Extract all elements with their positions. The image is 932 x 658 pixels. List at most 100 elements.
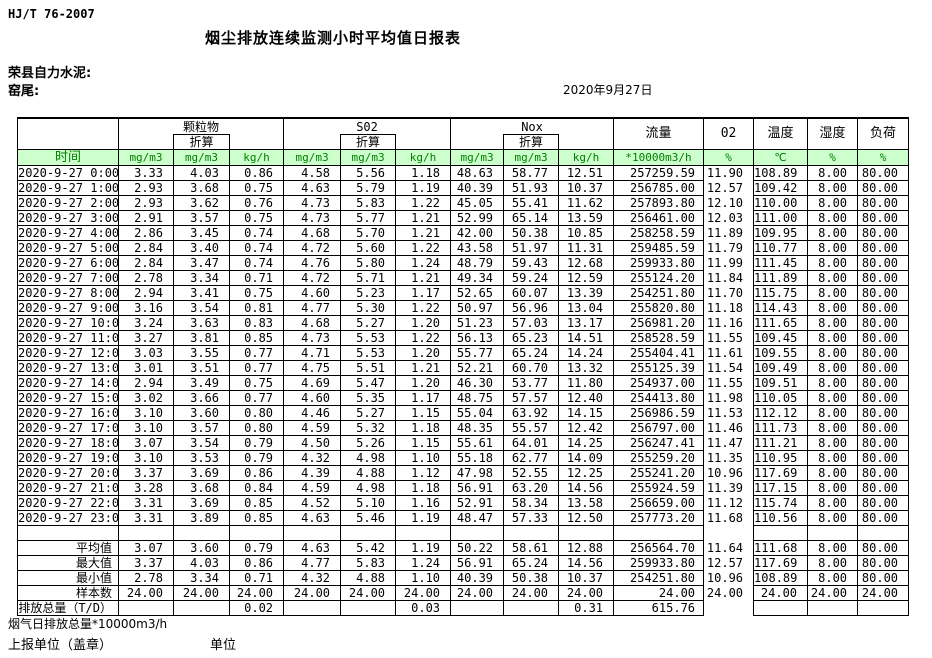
value-cell: 2.91 bbox=[118, 210, 174, 226]
value-cell: 65.24 bbox=[503, 555, 560, 571]
value-cell: 80.00 bbox=[857, 285, 910, 301]
value-cell: 4.75 bbox=[283, 360, 342, 376]
value-cell: 24.00 bbox=[558, 585, 615, 601]
data-row: 2020-9-27 11:00 3.27 3.81 0.85 4.73 5.53 1.22 5… bbox=[17, 330, 910, 346]
value-cell: 4.50 bbox=[283, 435, 342, 451]
value-cell: 117.69 bbox=[753, 555, 809, 571]
data-row: 2020-9-27 6:00 2.84 3.47 0.74 4.76 5.80 1.24 48… bbox=[17, 255, 910, 271]
value-cell: 13.32 bbox=[558, 360, 615, 376]
unit-header-cell: % bbox=[807, 149, 859, 166]
value-cell: 2.78 bbox=[118, 270, 174, 286]
value-cell: 8.00 bbox=[807, 255, 859, 271]
value-cell: 11.46 bbox=[703, 420, 755, 436]
value-cell: 50.38 bbox=[503, 570, 560, 586]
value-cell: 3.40 bbox=[173, 240, 230, 256]
value-cell: 3.03 bbox=[118, 345, 174, 361]
value-cell: 108.89 bbox=[753, 570, 809, 586]
value-cell: 80.00 bbox=[857, 300, 910, 316]
value-cell: 4.73 bbox=[283, 195, 342, 211]
value-cell: 114.43 bbox=[753, 300, 809, 316]
value-cell: 8.00 bbox=[807, 225, 859, 241]
value-cell: 24.00 bbox=[503, 585, 560, 601]
value-cell bbox=[173, 600, 230, 616]
value-cell: 8.00 bbox=[807, 195, 859, 211]
value-cell: 8.00 bbox=[807, 360, 859, 376]
data-row: 2020-9-27 13:00 3.01 3.51 0.77 4.75 5.51 1.21 5… bbox=[17, 360, 910, 376]
value-cell: 55.57 bbox=[503, 420, 560, 436]
value-cell: 3.63 bbox=[173, 315, 230, 331]
value-cell: 254251.80 bbox=[613, 285, 705, 301]
value-cell: 0.74 bbox=[228, 225, 285, 241]
value-cell: 0.77 bbox=[228, 345, 285, 361]
value-cell: 3.02 bbox=[118, 390, 174, 406]
value-cell: 254937.00 bbox=[613, 375, 705, 391]
value-cell: 12.42 bbox=[558, 420, 615, 436]
value-cell: 50.97 bbox=[450, 300, 505, 316]
value-cell: 4.60 bbox=[283, 285, 342, 301]
value-cell: 4.88 bbox=[340, 570, 397, 586]
unit-header-cell: ℃ bbox=[753, 149, 809, 166]
header-group-row: 颗粒物 S02 Nox 流量 02 温度 湿度 负荷 bbox=[17, 117, 910, 150]
value-cell: 1.21 bbox=[395, 360, 452, 376]
report-table: 颗粒物 S02 Nox 流量 02 温度 湿度 负荷 折算 折算 折算 时间 m… bbox=[17, 117, 910, 616]
value-cell: 109.42 bbox=[753, 180, 809, 196]
summary-row: 最小值 2.78 3.34 0.71 4.32 4.88 1.10 40.39 50.38 10.… bbox=[17, 570, 910, 586]
value-cell bbox=[450, 600, 505, 616]
unit-header-cell: mg/m3 bbox=[450, 149, 505, 166]
daily-total-label-text: 日排放总量（T/D） bbox=[18, 601, 113, 615]
value-cell: 12.57 bbox=[703, 555, 755, 571]
time-cell: 2020-9-27 7:00 bbox=[17, 270, 119, 286]
value-cell: 11.90 bbox=[703, 165, 755, 181]
value-cell: 8.00 bbox=[807, 210, 859, 226]
value-cell: 10.96 bbox=[703, 570, 755, 586]
time-cell: 2020-9-27 1:00 bbox=[17, 180, 119, 196]
value-cell: 4.63 bbox=[283, 510, 342, 526]
value-cell bbox=[503, 600, 560, 616]
converted-label: 折算 bbox=[340, 134, 397, 150]
value-cell: 2.84 bbox=[118, 240, 174, 256]
value-cell: 12.10 bbox=[703, 195, 755, 211]
data-row: 2020-9-27 19:00 3.10 3.53 0.79 4.32 4.98 1.10 5… bbox=[17, 450, 910, 466]
value-cell: 52.99 bbox=[450, 210, 505, 226]
value-cell: 11.64 bbox=[703, 540, 755, 556]
value-cell: 3.62 bbox=[173, 195, 230, 211]
value-cell: 11.39 bbox=[703, 480, 755, 496]
value-cell: 111.68 bbox=[753, 540, 809, 556]
daily-total-label: 日排放总量（T/D） bbox=[17, 600, 119, 616]
value-cell: 111.00 bbox=[753, 210, 809, 226]
value-cell: 8.00 bbox=[807, 405, 859, 421]
value-cell: 5.79 bbox=[340, 180, 397, 196]
value-cell: 4.72 bbox=[283, 270, 342, 286]
value-cell: 256797.00 bbox=[613, 420, 705, 436]
value-cell: 52.65 bbox=[450, 285, 505, 301]
value-cell: 8.00 bbox=[807, 435, 859, 451]
value-cell: 46.30 bbox=[450, 375, 505, 391]
value-cell: 24.00 bbox=[395, 585, 452, 601]
value-cell: 3.54 bbox=[173, 435, 230, 451]
blank-cell bbox=[450, 134, 505, 150]
blank-cell bbox=[118, 134, 174, 150]
value-cell: 80.00 bbox=[857, 330, 910, 346]
company-name: 荣县自力水泥: bbox=[8, 66, 92, 81]
value-cell bbox=[703, 525, 755, 541]
data-row: 2020-9-27 8:00 2.94 3.41 0.75 4.60 5.23 1.17 52… bbox=[17, 285, 910, 301]
value-cell: 24.00 bbox=[703, 585, 755, 601]
value-cell: 8.00 bbox=[807, 345, 859, 361]
value-cell: 0.76 bbox=[228, 195, 285, 211]
value-cell: 48.35 bbox=[450, 420, 505, 436]
value-cell: 12.51 bbox=[558, 165, 615, 181]
value-cell: 24.00 bbox=[118, 585, 174, 601]
value-cell bbox=[753, 600, 809, 616]
value-cell: 1.15 bbox=[395, 405, 452, 421]
value-cell: 3.51 bbox=[173, 360, 230, 376]
value-cell: 1.22 bbox=[395, 330, 452, 346]
value-cell: 3.10 bbox=[118, 405, 174, 421]
value-cell: 0.02 bbox=[228, 600, 285, 616]
value-cell: 57.33 bbox=[503, 510, 560, 526]
value-cell: 3.54 bbox=[173, 300, 230, 316]
value-cell: 56.91 bbox=[450, 480, 505, 496]
value-cell: 109.45 bbox=[753, 330, 809, 346]
value-cell: 11.35 bbox=[703, 450, 755, 466]
value-cell: 256461.00 bbox=[613, 210, 705, 226]
value-cell: 0.79 bbox=[228, 435, 285, 451]
